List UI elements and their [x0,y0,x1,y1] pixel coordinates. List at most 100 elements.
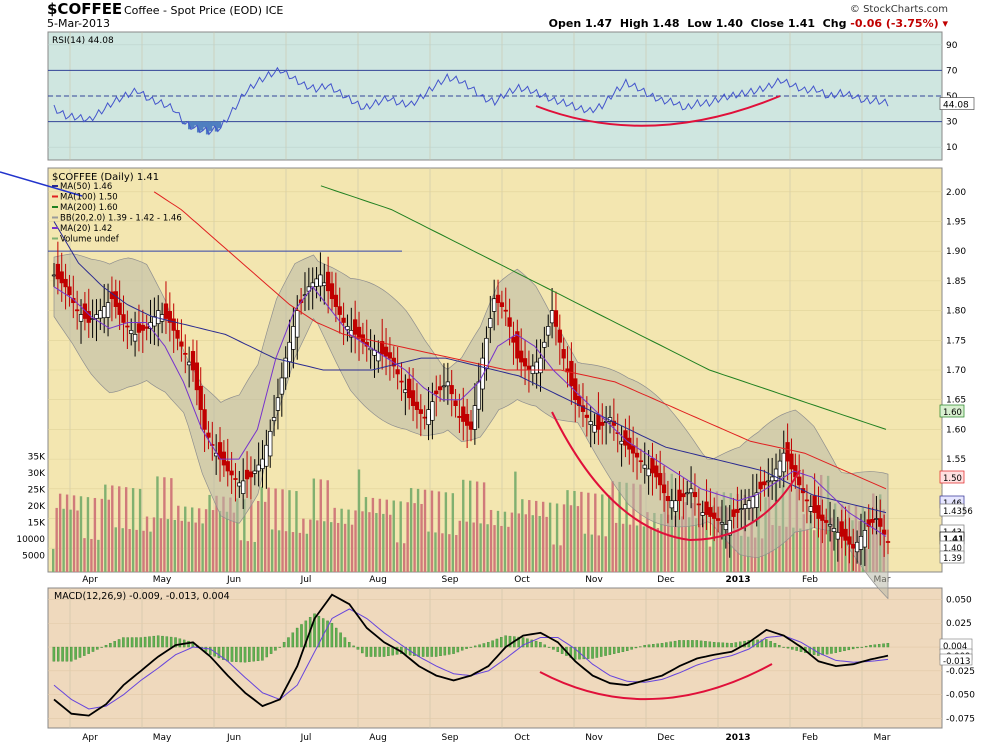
candle-body [526,365,532,371]
volume-bar [236,498,239,572]
candle-body [449,385,454,395]
volume-bar [191,507,194,572]
macd-histogram-bar [378,646,381,657]
volume-bar [72,495,76,572]
volume-bar [500,525,503,572]
price-tick-label: 1.80 [946,307,966,317]
candle-body [735,509,740,513]
candle-body [507,317,512,327]
macd-histogram-bar [52,646,56,662]
volume-bar [708,546,712,572]
x-tick-label: Feb [802,733,818,743]
candle-body [268,431,273,457]
ma100-line [153,191,887,490]
volume-bar [197,508,201,572]
volume-bar [639,484,642,572]
macd-histogram-bar [139,637,143,648]
rsi-oversold-fill [208,121,213,131]
x-tick-label: Jul [300,575,312,585]
legend-label: MA(100) 1.50 [60,193,118,203]
candle-body [167,311,172,323]
candle-body [688,488,694,494]
volume-bar [149,531,152,572]
macd-histogram-bar [122,637,125,648]
x-tick-label: Aug [369,733,387,743]
macd-histogram-bar [508,635,512,648]
macd-histogram-bar [174,637,177,648]
candle-body [681,493,686,498]
candle-body [244,469,250,480]
candle-body [665,495,671,502]
macd-histogram-bar [656,643,659,648]
macd-histogram-bar [417,646,421,657]
volume-bar [201,523,204,572]
macd-histogram-bar [782,646,785,648]
macd-histogram-bar [765,639,768,648]
volume-bar [124,487,128,572]
volume-tick-label: 30K [28,469,46,479]
rsi-value-label: 44.08 [943,101,969,111]
volume-bar [802,514,805,572]
volume-bar [614,522,618,572]
volume-bar [608,495,611,572]
candle-body [225,461,230,472]
macd-label: MACD(12,26,9) -0.009, -0.013, 0.004 [54,591,230,602]
macd-histogram-bar [647,644,651,648]
macd-histogram-bar [217,646,221,659]
macd-histogram-bar [456,646,460,653]
candle-body [318,274,323,287]
macd-histogram-bar [326,620,329,648]
macd-histogram-bar [161,635,164,648]
volume-bar [566,490,569,572]
volume-bar [83,538,86,572]
volume-bar [243,499,246,572]
macd-histogram-bar [204,646,208,652]
volume-bar [159,518,163,572]
exchange-text: ICE [265,4,284,17]
volume-bar [434,532,437,572]
macd-histogram-bar [521,637,525,648]
candle-body [117,302,122,315]
price-value-box [939,470,965,484]
volume-bar [587,492,590,572]
price-value-label: 1.60 [943,408,962,418]
candle-body [766,480,771,483]
volume-bar [545,516,548,572]
volume-bar [69,509,72,572]
macd-histogram-bar [304,620,308,648]
macd-histogram-bar [769,641,772,648]
volume-bar [211,510,215,572]
macd-histogram-bar [143,636,147,648]
macd-histogram-bar [156,635,160,648]
volume-bar [472,522,475,572]
rsi-oversold-fill [196,121,201,133]
macd-histogram-bar [882,643,885,648]
candle-body [434,390,439,395]
volume-tick-label: 20K [28,502,46,512]
volume-bar [326,480,329,572]
candle-body [588,421,593,426]
ma20-line [53,285,887,537]
ticker-symbol: $COFFEE [47,0,123,18]
volume-bar [677,501,680,572]
macd-histogram-bar [104,644,108,648]
volume-bar [583,533,587,572]
macd-histogram-bar [226,646,229,662]
volume-bar [291,532,295,572]
candle-body [495,294,501,304]
macd-histogram-bar [673,640,677,648]
volume-bar [225,511,229,572]
macd-histogram-bar [721,642,725,648]
candle-body [387,352,393,359]
volume-bar [90,538,93,572]
volume-bar [427,531,430,572]
rsi-oversold-fill [217,121,222,128]
volume-bar [340,508,343,572]
volume-bar [458,520,461,572]
volume-bar [642,526,646,572]
candle-body [260,458,265,469]
price-value-label: 1.4356 [943,507,973,517]
rsi-oversold-fill [211,121,216,127]
macd-histogram-bar [626,646,629,652]
volume-bar [62,508,65,572]
